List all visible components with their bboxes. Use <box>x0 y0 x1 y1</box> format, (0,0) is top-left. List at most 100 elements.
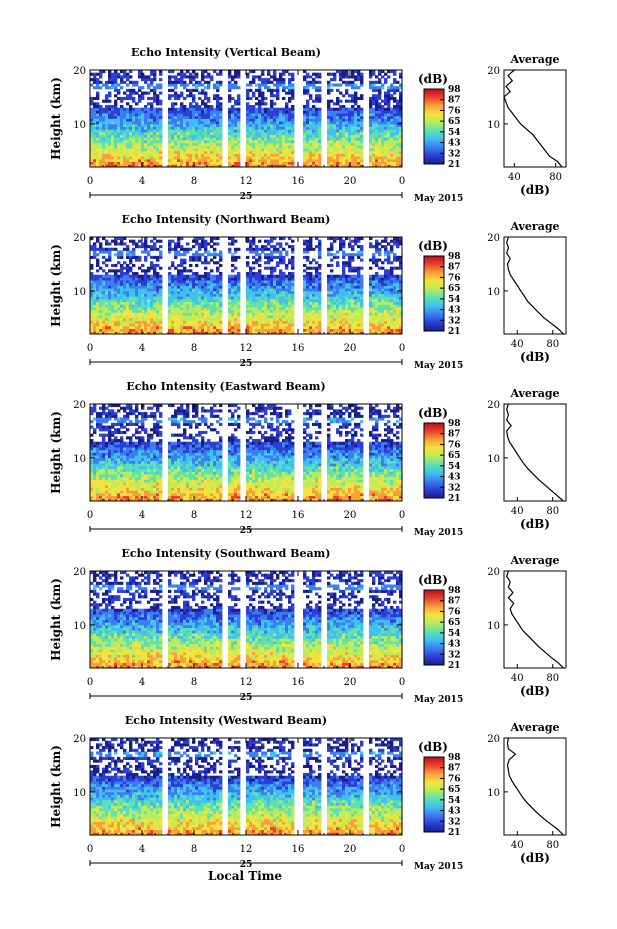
heat-cell <box>201 99 205 103</box>
heat-cell <box>288 277 292 281</box>
heat-cell <box>186 115 190 119</box>
heat-cell <box>261 285 265 289</box>
x-tick-label: 8 <box>191 176 197 187</box>
heat-cell <box>195 131 199 136</box>
heat-cell <box>123 107 127 111</box>
heat-cell <box>174 107 178 111</box>
heat-cell <box>282 145 286 149</box>
heat-cell <box>372 70 376 74</box>
heat-cell <box>246 110 250 114</box>
heat-cell <box>318 148 322 152</box>
heat-cell <box>204 282 208 286</box>
heat-cell <box>147 110 151 114</box>
heat-cell <box>93 110 97 114</box>
heat-cell <box>195 145 199 149</box>
heat-cell <box>144 164 148 168</box>
heat-cell <box>249 277 253 281</box>
heat-cell <box>114 317 118 321</box>
heat-cell <box>189 75 193 79</box>
heat-cell <box>255 158 259 163</box>
heat-cell <box>117 156 121 160</box>
heat-cell <box>228 107 232 111</box>
heat-cell <box>315 121 319 125</box>
heat-cell <box>150 247 154 251</box>
heat-cell <box>90 150 94 154</box>
heat-cell <box>327 315 331 319</box>
heat-cell <box>123 145 127 149</box>
heat-cell <box>342 261 346 265</box>
heat-cell <box>303 140 307 144</box>
heat-cell <box>153 148 157 152</box>
heat-cell <box>126 118 130 122</box>
heat-cell <box>183 123 187 127</box>
heat-cell <box>171 150 175 154</box>
heat-cell <box>315 309 319 313</box>
heat-cell <box>237 285 241 289</box>
heat-cell <box>171 121 175 125</box>
heat-cell <box>114 239 118 243</box>
heat-cell <box>132 96 136 101</box>
heat-cell <box>309 156 313 160</box>
heat-cell <box>126 145 130 149</box>
heat-cell <box>303 320 307 324</box>
heat-cell <box>288 121 292 125</box>
heat-cell <box>156 164 160 168</box>
heat-cell <box>219 298 223 303</box>
heat-cell <box>138 142 142 146</box>
heat-cell <box>351 142 355 146</box>
heat-cell <box>288 312 292 316</box>
heat-cell <box>309 148 313 152</box>
heat-cell <box>96 94 100 98</box>
heat-cell <box>258 137 262 141</box>
heat-cell <box>189 304 193 308</box>
heat-cell <box>144 296 148 300</box>
heat-cell <box>108 131 112 136</box>
heat-cell <box>117 293 121 297</box>
heat-cell <box>276 261 280 265</box>
heat-cell <box>285 126 289 130</box>
heat-cell <box>282 296 286 300</box>
heat-cell <box>231 113 235 117</box>
heat-cell <box>129 156 133 160</box>
heat-cell <box>156 282 160 286</box>
heat-cell <box>270 304 274 308</box>
heat-cell <box>330 113 334 117</box>
heat-cell <box>303 285 307 289</box>
heat-cell <box>279 331 283 335</box>
heat-cell <box>120 307 124 311</box>
heat-cell <box>186 274 190 278</box>
heat-cell <box>285 323 289 327</box>
heat-cell <box>249 282 253 286</box>
heat-cell <box>186 145 190 149</box>
heat-cell <box>342 274 346 278</box>
heat-cell <box>204 110 208 114</box>
heat-cell <box>246 131 250 136</box>
heat-cell <box>186 269 190 273</box>
heat-cell <box>246 153 250 157</box>
heat-cell <box>387 118 391 122</box>
heat-cell <box>177 325 181 330</box>
heat-cell <box>111 153 115 157</box>
heat-cell <box>123 261 127 265</box>
heat-cell <box>156 142 160 146</box>
heat-cell <box>210 320 214 324</box>
heat-cell <box>387 70 391 74</box>
heat-cell <box>255 115 259 119</box>
heat-cell <box>204 280 208 284</box>
heat-cell <box>291 126 295 130</box>
heat-cell <box>345 129 349 133</box>
heat-cell <box>90 102 94 106</box>
heat-cell <box>393 134 397 138</box>
heat-cell <box>279 140 283 144</box>
heat-cell <box>228 288 232 292</box>
heat-cell <box>246 75 250 79</box>
heat-cell <box>303 158 307 163</box>
heat-cell <box>168 148 172 152</box>
heat-cell <box>96 86 100 90</box>
heat-cell <box>168 317 172 321</box>
heat-cell <box>327 312 331 316</box>
heat-cell <box>336 129 340 133</box>
heat-cell <box>318 156 322 160</box>
heat-cell <box>147 317 151 321</box>
heat-cell <box>342 328 346 332</box>
